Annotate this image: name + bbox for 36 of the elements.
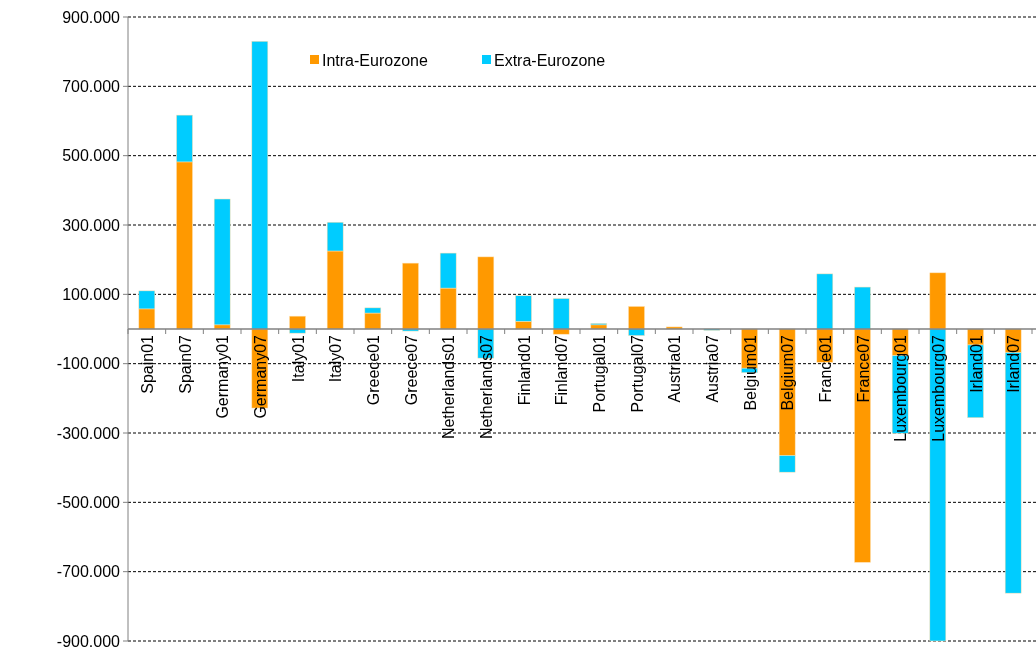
x-tick-label: Irland07 (1005, 334, 1023, 393)
x-tick-label: Belgium07 (779, 334, 797, 411)
y-tick-label: 900.000 (62, 8, 121, 26)
x-tick-label: Finland01 (515, 334, 533, 406)
y-tick-label: 100.000 (62, 285, 121, 303)
x-tick-label: France07 (854, 334, 872, 403)
y-tick-label: -500.000 (56, 493, 121, 511)
x-tick-label: Greece07 (402, 334, 420, 406)
y-tick-label: -300.000 (56, 424, 121, 442)
y-tick-label: -100.000 (56, 355, 121, 373)
x-tick-label: Finland07 (553, 334, 571, 406)
y-tick-label: -700.000 (56, 563, 121, 581)
x-tick-label: Austria01 (666, 334, 684, 403)
x-tick-label: Italy07 (327, 334, 345, 383)
x-tick-label: Spain07 (176, 334, 194, 394)
x-tick-label: Spain01 (138, 334, 156, 394)
legend-label: Intra-Eurozone (322, 51, 428, 69)
x-tick-label: Greece01 (364, 334, 382, 406)
x-tick-label: Netherlands07 (477, 334, 495, 440)
x-tick-label: Irland01 (967, 334, 985, 393)
x-tick-label: Austria07 (703, 334, 721, 403)
x-tick-label: Italy01 (289, 334, 307, 383)
x-tick-label: Netherlands01 (440, 334, 458, 440)
y-tick-label: 700.000 (62, 77, 121, 95)
x-tick-label: Germany01 (214, 334, 232, 419)
x-tick-label: Luxembourg07 (929, 334, 947, 442)
x-tick-label: France01 (816, 334, 834, 403)
x-tick-label: Luxembourg01 (892, 334, 910, 442)
x-tick-label: Portugal01 (590, 334, 608, 413)
y-tick-label: 300.000 (62, 216, 121, 234)
y-tick-label: -900.000 (56, 632, 121, 650)
x-tick-label: Portugal07 (628, 334, 646, 413)
y-tick-label: 500.000 (62, 147, 121, 165)
x-tick-label: Germany07 (251, 334, 269, 419)
legend-label: Extra-Eurozone (494, 51, 606, 69)
x-tick-label: Belgium01 (741, 334, 759, 411)
